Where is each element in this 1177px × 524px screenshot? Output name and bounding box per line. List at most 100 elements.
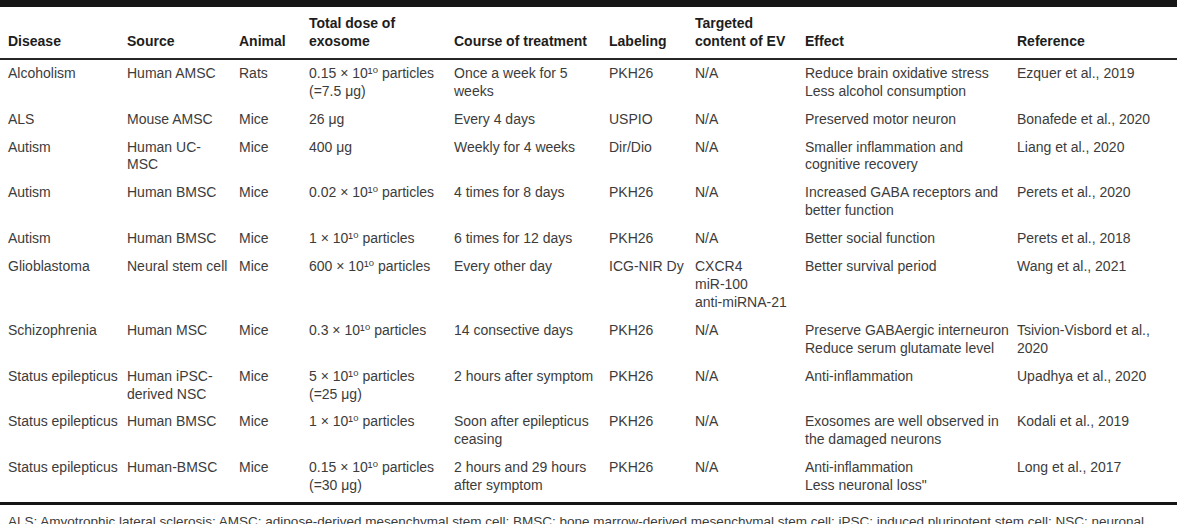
table-cell-reference: Ezquer et al., 2019 [1017,59,1177,106]
table-cell-targeted: N/A [695,106,805,134]
table-cell-animal: Mice [239,179,309,225]
table-cell-disease: Autism [0,134,127,180]
table-cell-animal: Rats [239,59,309,106]
table-cell-effect: Exosomes are well observed in the damage… [805,408,1017,454]
table-cell-targeted: N/A [695,408,805,454]
table-cell-effect: Smaller inflammation and cognitive recov… [805,134,1017,180]
table-cell-source: Human MSC [127,317,239,363]
table-cell-source: Human BMSC [127,408,239,454]
table-cell-animal: Mice [239,225,309,253]
table-cell-animal: Mice [239,134,309,180]
col-header-labeling: Labeling [609,7,695,59]
table-cell-source: Human BMSC [127,225,239,253]
table-cell-course: Every other day [454,253,609,317]
table-cell-dose: 0.15 × 10¹⁰ particles (=30 μg) [309,454,454,500]
col-header-disease: Disease [0,7,127,59]
table-cell-reference: Liang et al., 2020 [1017,134,1177,180]
table-cell-reference: Bonafede et al., 2020 [1017,106,1177,134]
table-cell-targeted: N/A [695,225,805,253]
table-cell-animal: Mice [239,454,309,500]
table-cell-dose: 0.02 × 10¹⁰ particles [309,179,454,225]
table-cell-targeted: N/A [695,59,805,106]
col-header-reference: Reference [1017,7,1177,59]
table-cell-disease: Autism [0,225,127,253]
table-cell-labeling: ICG-NIR Dy [609,253,695,317]
table-cell-disease: Alcoholism [0,59,127,106]
table-row: Autism Human UC-MSC Mice 400 μg Weekly f… [0,134,1177,180]
table-cell-dose: 1 × 10¹⁰ particles [309,225,454,253]
header-row: Disease Source Animal Total dose of exos… [0,7,1177,59]
table-cell-course: Once a week for 5 weeks [454,59,609,106]
table-cell-course: 2 hours and 29 hours after symptom [454,454,609,500]
table-cell-reference: Wang et al., 2021 [1017,253,1177,317]
table-cell-effect: Reduce brain oxidative stress Less alcoh… [805,59,1017,106]
table-cell-course: 4 times for 8 days [454,179,609,225]
table-cell-dose: 0.15 × 10¹⁰ particles (=7.5 μg) [309,59,454,106]
table-cell-labeling: PKH26 [609,225,695,253]
table-row: Schizophrenia Human MSC Mice 0.3 × 10¹⁰ … [0,317,1177,363]
table-cell-disease: Status epilepticus [0,454,127,500]
table-cell-course: Weekly for 4 weeks [454,134,609,180]
table-cell-dose: 600 × 10¹⁰ particles [309,253,454,317]
table-cell-source: Mouse AMSC [127,106,239,134]
table-cell-dose: 400 μg [309,134,454,180]
col-header-targeted-content: Targeted content of EV [695,7,805,59]
table-cell-source: Human-BMSC [127,454,239,500]
table-cell-reference: Upadhya et al., 2020 [1017,363,1177,409]
table-cell-source: Neural stem cell [127,253,239,317]
col-header-animal: Animal [239,7,309,59]
table-header: Disease Source Animal Total dose of exos… [0,7,1177,59]
table-cell-targeted: N/A [695,363,805,409]
table-row: Glioblastoma Neural stem cell Mice 600 ×… [0,253,1177,317]
table-row: Alcoholism Human AMSC Rats 0.15 × 10¹⁰ p… [0,59,1177,106]
table-cell-source: Human AMSC [127,59,239,106]
table-cell-course: Every 4 days [454,106,609,134]
table-cell-labeling: USPIO [609,106,695,134]
table-cell-source: Human UC-MSC [127,134,239,180]
table-row: Status epilepticus Human iPSC- derived N… [0,363,1177,409]
table-cell-course: 6 times for 12 days [454,225,609,253]
table-cell-targeted: N/A [695,317,805,363]
table-cell-reference: Perets et al., 2018 [1017,225,1177,253]
table-row: Status epilepticus Human-BMSC Mice 0.15 … [0,454,1177,500]
col-header-course: Course of treatment [454,7,609,59]
table-cell-course: 2 hours after symptom [454,363,609,409]
table-cell-disease: Status epilepticus [0,363,127,409]
table-cell-disease: ALS [0,106,127,134]
table-cell-targeted: CXCR4 miR-100 anti-miRNA-21 [695,253,805,317]
table-cell-animal: Mice [239,253,309,317]
table-body: Alcoholism Human AMSC Rats 0.15 × 10¹⁰ p… [0,59,1177,500]
table-cell-dose: 26 μg [309,106,454,134]
table-cell-effect: Preserved motor neuron [805,106,1017,134]
table-cell-dose: 5 × 10¹⁰ particles (=25 μg) [309,363,454,409]
table-cell-course: Soon after epilepticus ceasing [454,408,609,454]
col-header-effect: Effect [805,7,1017,59]
table-row: Autism Human BMSC Mice 1 × 10¹⁰ particle… [0,225,1177,253]
col-header-source: Source [127,7,239,59]
table-cell-effect: Anti-inflammation [805,363,1017,409]
table-row: Status epilepticus Human BMSC Mice 1 × 1… [0,408,1177,454]
table-cell-source: Human BMSC [127,179,239,225]
table-cell-reference: Kodali et al., 2019 [1017,408,1177,454]
table-cell-targeted: N/A [695,134,805,180]
table-cell-targeted: N/A [695,179,805,225]
table-cell-labeling: PKH26 [609,317,695,363]
footnote-section: ALS: Amyotrophic lateral sclerosis; AMSC… [0,502,1177,524]
table-cell-effect: Increased GABA receptors and better func… [805,179,1017,225]
table-cell-dose: 1 × 10¹⁰ particles [309,408,454,454]
table-cell-reference: Perets et al., 2020 [1017,179,1177,225]
table-cell-course: 14 consective days [454,317,609,363]
table-cell-animal: Mice [239,317,309,363]
table-cell-labeling: Dir/Dio [609,134,695,180]
table-cell-effect: Preserve GABAergic interneuron Reduce se… [805,317,1017,363]
table-cell-dose: 0.3 × 10¹⁰ particles [309,317,454,363]
table-cell-animal: Mice [239,106,309,134]
table-row: Autism Human BMSC Mice 0.02 × 10¹⁰ parti… [0,179,1177,225]
table-cell-labeling: PKH26 [609,363,695,409]
paper-table-page: Disease Source Animal Total dose of exos… [0,0,1177,524]
table-cell-reference: Tsivion-Visbord et al., 2020 [1017,317,1177,363]
table-cell-source: Human iPSC- derived NSC [127,363,239,409]
exosome-treatment-table: Disease Source Animal Total dose of exos… [0,7,1177,500]
table-cell-disease: Status epilepticus [0,408,127,454]
table-cell-disease: Glioblastoma [0,253,127,317]
